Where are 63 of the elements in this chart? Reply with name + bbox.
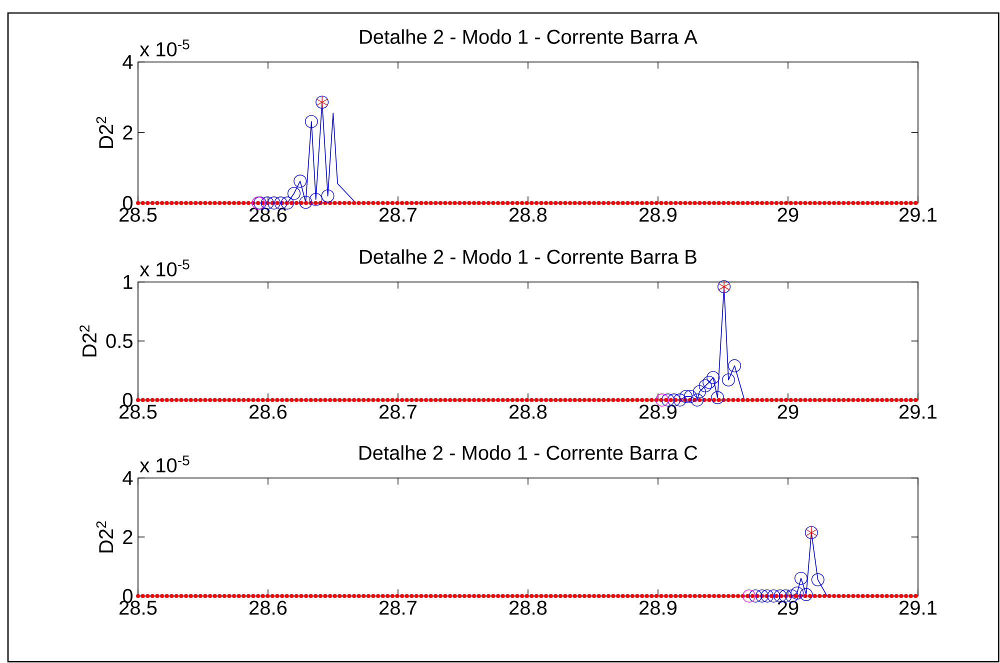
point <box>794 572 808 585</box>
text: x 10$^{-5}$ <box>140 40 190 56</box>
point <box>698 379 712 392</box>
y-tick-label: 4 <box>122 471 133 485</box>
point <box>690 394 704 406</box>
x-tick-label: 29.1 <box>900 600 936 615</box>
x-tick-label: 28.5 <box>120 208 157 222</box>
x-tick-label: 28.9 <box>640 600 676 615</box>
y-axis-title: D2$^{2}$ <box>80 325 96 356</box>
x-tick-label: 29.1 <box>900 208 936 222</box>
x-tick-label: 28.6 <box>250 208 287 222</box>
x-tick-label: 29.1 <box>900 404 936 419</box>
text: x 10$^{-5}$ <box>140 260 190 276</box>
point <box>693 385 706 398</box>
chart-title: Detalhe 2 - Modo 1 - Corrente Barra B <box>360 249 696 264</box>
x-tick-label: 28.7 <box>380 208 416 222</box>
x-tick-label: 28.7 <box>380 600 416 615</box>
point <box>684 390 697 403</box>
point <box>679 390 692 403</box>
text: x 10$^{-5}$ <box>140 456 190 472</box>
x-tick-label: 28.5 <box>120 600 157 615</box>
point <box>304 115 318 128</box>
chart-title: Detalhe 2 - Modo 1 - Corrente Barra C <box>360 445 698 460</box>
point <box>711 391 724 404</box>
point <box>790 586 804 600</box>
x-tick-label: 28.6 <box>250 404 287 419</box>
y-tick-label: 2 <box>123 530 132 544</box>
point <box>299 196 312 209</box>
x-tick-label: 29 <box>778 404 798 419</box>
point <box>760 590 774 602</box>
point <box>280 196 294 210</box>
x-tick-label: 28.5 <box>120 404 157 419</box>
point <box>706 371 720 384</box>
y-axis-title: D2$^{2}$ <box>96 521 114 552</box>
y-axis-title: D2$^{2}$ <box>96 116 114 148</box>
x-tick-label: 28.6 <box>250 600 287 615</box>
point <box>294 174 307 188</box>
point <box>309 192 322 206</box>
point <box>756 590 768 602</box>
y-tick-label: 2 <box>123 126 132 140</box>
x-tick-label: 28.8 <box>510 404 547 419</box>
x-tick-label: 29 <box>778 600 798 615</box>
point <box>749 590 762 602</box>
x-tick-label: 28.9 <box>640 404 676 419</box>
point <box>728 359 742 372</box>
point <box>800 588 813 601</box>
x-tick-label: 29 <box>778 208 798 222</box>
chart-title: Detalhe 2 - Modo 1 - Corrente Barra A <box>360 29 698 44</box>
x-tick-label: 28.9 <box>640 208 676 222</box>
point <box>811 573 824 586</box>
point <box>288 187 300 200</box>
y-tick-label: 1 <box>124 275 132 289</box>
point <box>702 376 716 389</box>
point <box>767 590 780 602</box>
y-tick-label: 0.5 <box>106 334 132 348</box>
point <box>321 189 334 202</box>
y-tick-label: 4 <box>122 55 133 69</box>
point <box>722 373 735 386</box>
point <box>673 394 686 406</box>
x-tick-label: 28.8 <box>510 208 547 222</box>
x-tick-label: 28.8 <box>510 600 547 615</box>
point <box>742 590 756 602</box>
x-tick-label: 28.7 <box>380 404 416 419</box>
